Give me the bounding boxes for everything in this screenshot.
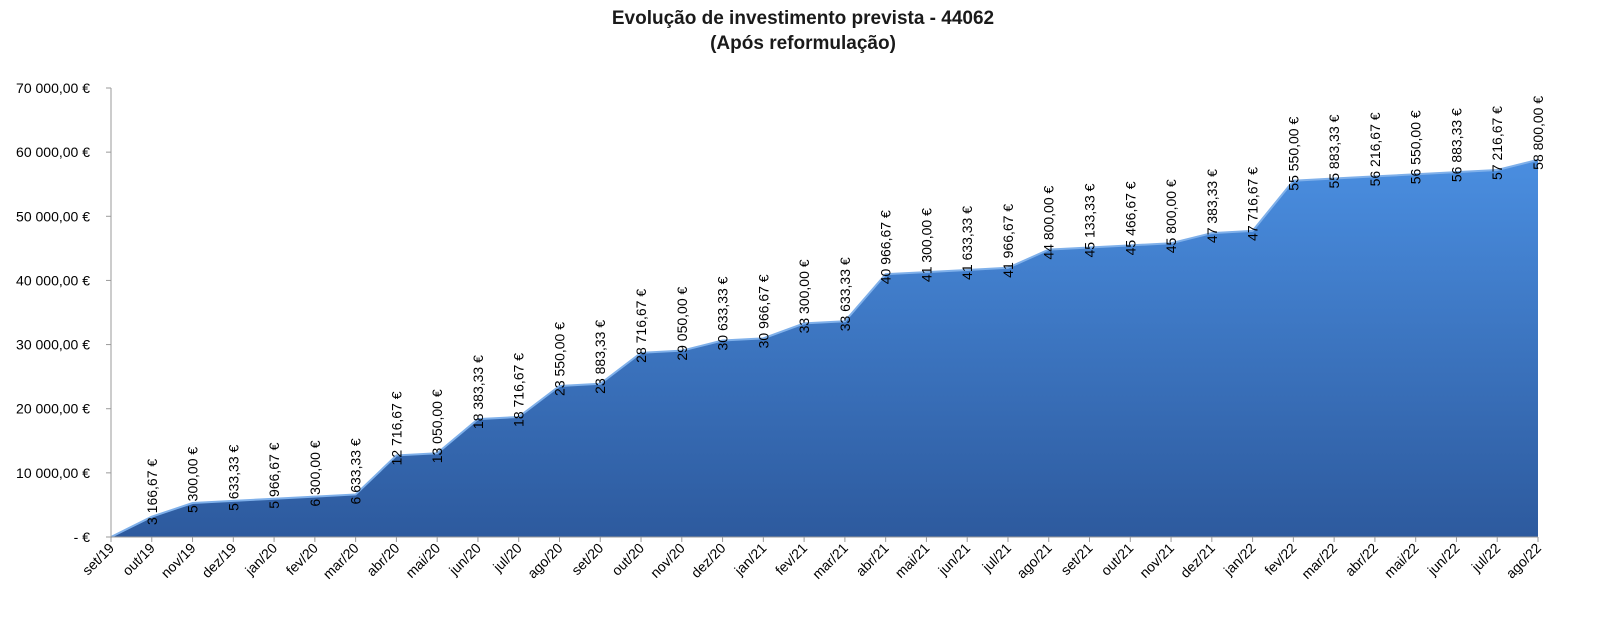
chart-title-block: Evolução de investimento prevista - 4406…	[0, 6, 1606, 56]
x-tick-label: set/19	[79, 540, 117, 578]
data-label: 23 883,33 €	[592, 320, 608, 394]
x-tick-label: mai/21	[892, 540, 933, 581]
data-label: 33 633,33 €	[837, 257, 853, 331]
x-tick-label: dez/19	[198, 540, 239, 581]
data-label: 45 466,67 €	[1122, 181, 1138, 255]
x-tick-label: fev/22	[1261, 540, 1299, 578]
x-tick-label: jul/22	[1468, 540, 1504, 576]
x-tick-label: ago/22	[1503, 540, 1545, 582]
x-tick-label: dez/20	[688, 540, 729, 581]
data-label: 56 883,33 €	[1448, 108, 1464, 182]
x-tick-label: out/19	[119, 540, 158, 579]
x-tick-label: jul/20	[489, 540, 525, 576]
data-label: 18 383,33 €	[470, 355, 486, 429]
data-label: 58 800,00 €	[1530, 96, 1546, 170]
data-label: 45 133,33 €	[1082, 183, 1098, 257]
data-label: 3 166,67 €	[144, 459, 160, 525]
data-label: 29 050,00 €	[674, 286, 690, 360]
x-tick-label: jul/21	[978, 540, 1014, 576]
x-tick-label: mar/20	[320, 540, 362, 582]
data-label: 18 716,67 €	[511, 353, 527, 427]
x-tick-label: mai/20	[402, 540, 443, 581]
data-label: 41 633,33 €	[959, 206, 975, 280]
x-tick-label: ago/21	[1013, 540, 1055, 582]
data-label: 45 800,00 €	[1163, 179, 1179, 253]
x-tick-label: jan/22	[1220, 540, 1259, 579]
x-tick-label: mar/22	[1298, 540, 1340, 582]
y-tick-label: 20 000,00 €	[16, 401, 90, 417]
x-tick-label: fev/21	[772, 540, 810, 578]
data-label: 47 716,67 €	[1245, 167, 1261, 241]
data-label: 57 216,67 €	[1489, 106, 1505, 180]
data-label: 55 550,00 €	[1285, 117, 1301, 191]
y-tick-label: 50 000,00 €	[16, 208, 90, 224]
data-label: 5 633,33 €	[225, 444, 241, 510]
x-tick-label: nov/21	[1136, 540, 1177, 581]
x-tick-label: fev/20	[283, 540, 321, 578]
area-edge	[110, 158, 1539, 538]
chart-subtitle: (Após reformulação)	[710, 33, 896, 54]
x-tick-label: set/21	[1057, 540, 1095, 578]
y-tick-label: 30 000,00 €	[16, 337, 90, 353]
y-tick-label: 60 000,00 €	[16, 144, 90, 160]
x-tick-label: abr/20	[363, 540, 403, 580]
data-label: 44 800,00 €	[1041, 185, 1057, 259]
x-tick-label: ago/20	[524, 540, 566, 582]
data-label: 13 050,00 €	[429, 389, 445, 463]
x-tick-label: set/20	[568, 540, 606, 578]
area-series	[111, 159, 1538, 537]
data-label: 30 966,67 €	[755, 274, 771, 348]
data-label: 41 966,67 €	[1000, 204, 1016, 278]
data-label: 33 300,00 €	[796, 259, 812, 333]
x-tick-label: jun/20	[445, 540, 484, 579]
data-label: 41 300,00 €	[918, 208, 934, 282]
data-label: 56 216,67 €	[1367, 112, 1383, 186]
x-tick-label: abr/21	[852, 540, 892, 580]
x-tick-label: jun/21	[934, 540, 973, 579]
y-tick-label: 10 000,00 €	[16, 465, 90, 481]
chart-title: Evolução de investimento prevista - 4406…	[611, 8, 995, 29]
data-label: 5 966,67 €	[266, 442, 282, 508]
data-label: 30 633,33 €	[715, 276, 731, 350]
x-tick-label: abr/22	[1342, 540, 1382, 580]
x-tick-label: out/21	[1098, 540, 1137, 579]
x-tick-label: mai/22	[1381, 540, 1422, 581]
x-tick-label: jan/20	[241, 540, 280, 579]
x-tick-label: jun/22	[1424, 540, 1463, 579]
y-tick-label: 70 000,00 €	[16, 80, 90, 96]
y-tick-label: 40 000,00 €	[16, 272, 90, 288]
data-label: 6 633,33 €	[348, 438, 364, 504]
data-label: 55 883,33 €	[1326, 114, 1342, 188]
data-label: 56 550,00 €	[1408, 110, 1424, 184]
x-tick-label: out/20	[608, 540, 647, 579]
x-tick-label: nov/20	[647, 540, 688, 581]
data-label: 5 300,00 €	[185, 447, 201, 513]
data-label: 40 966,67 €	[878, 210, 894, 284]
data-label: 12 716,67 €	[388, 391, 404, 465]
x-tick-label: mar/21	[809, 540, 851, 582]
x-tick-label: jan/21	[730, 540, 769, 579]
data-label: 47 383,33 €	[1204, 169, 1220, 243]
y-tick-label: - €	[74, 529, 91, 545]
x-tick-label: nov/19	[158, 540, 199, 581]
data-label: 6 300,00 €	[307, 440, 323, 506]
x-tick-label: dez/21	[1177, 540, 1218, 581]
data-label: 28 716,67 €	[633, 289, 649, 363]
data-label: 23 550,00 €	[551, 322, 567, 396]
